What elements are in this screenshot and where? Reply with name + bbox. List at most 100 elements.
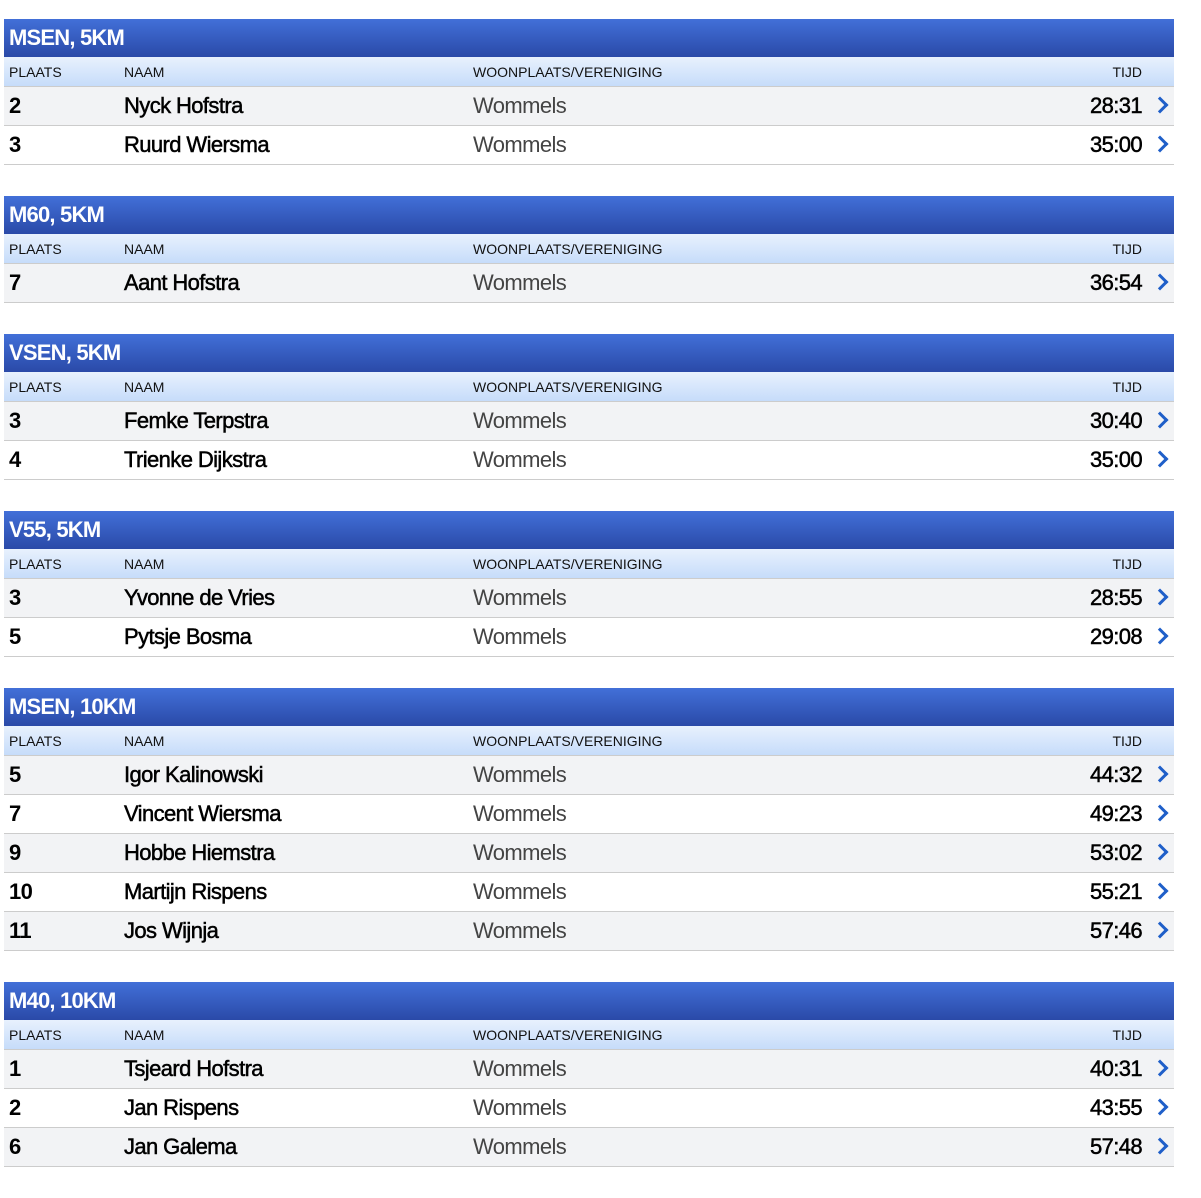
runner-name: Jan Galema — [124, 1134, 238, 1160]
result-row[interactable]: 3 Yvonne de Vries Wommels 28:55 — [4, 579, 1174, 618]
club: Wommels — [473, 585, 567, 610]
column-tijd: TIJD — [1112, 378, 1142, 395]
chevron-right-icon[interactable] — [1151, 804, 1169, 822]
club: Wommels — [473, 270, 567, 295]
place: 3 — [9, 408, 21, 433]
result-row[interactable]: 10 Martijn Rispens Wommels 55:21 — [4, 873, 1174, 912]
column-plaats: PLAATS — [9, 378, 62, 395]
time: 49:23 — [1089, 801, 1143, 827]
column-plaats: PLAATS — [9, 240, 62, 257]
column-tijd: TIJD — [1112, 240, 1142, 257]
category-section: M40, 10KM PLAATS NAAM WOONPLAATS/VERENIG… — [4, 982, 1174, 1167]
runner-name: Ruurd Wiersma — [124, 132, 270, 158]
result-row[interactable]: 6 Jan Galema Wommels 57:48 — [4, 1128, 1174, 1167]
result-row[interactable]: 2 Jan Rispens Wommels 43:55 — [4, 1089, 1174, 1128]
category-title: M60, 5KM — [4, 196, 1174, 234]
runner-name: Jan Rispens — [124, 1095, 240, 1121]
category-section: V55, 5KM PLAATS NAAM WOONPLAATS/VERENIGI… — [4, 511, 1174, 657]
runner-name: Femke Terpstra — [124, 408, 269, 434]
chevron-right-icon[interactable] — [1151, 1098, 1169, 1116]
place: 5 — [9, 762, 21, 787]
club: Wommels — [473, 762, 567, 787]
place: 6 — [9, 1134, 21, 1159]
time: 28:31 — [1089, 93, 1143, 119]
club: Wommels — [473, 93, 567, 118]
chevron-right-icon[interactable] — [1151, 450, 1169, 468]
result-row[interactable]: 3 Femke Terpstra Wommels 30:40 — [4, 402, 1174, 441]
club: Wommels — [473, 918, 567, 943]
time: 53:02 — [1089, 840, 1143, 866]
chevron-right-icon[interactable] — [1151, 1137, 1169, 1155]
time: 55:21 — [1089, 879, 1143, 905]
place: 4 — [9, 447, 21, 472]
result-row[interactable]: 3 Ruurd Wiersma Wommels 35:00 — [4, 126, 1174, 165]
column-naam: NAAM — [124, 378, 165, 395]
result-row[interactable]: 9 Hobbe Hiemstra Wommels 53:02 — [4, 834, 1174, 873]
column-header-row: PLAATS NAAM WOONPLAATS/VERENIGING TIJD — [4, 234, 1174, 264]
chevron-right-icon[interactable] — [1151, 627, 1169, 645]
column-tijd: TIJD — [1112, 555, 1142, 572]
place: 5 — [9, 624, 21, 649]
place: 2 — [9, 93, 21, 118]
category-section: M60, 5KM PLAATS NAAM WOONPLAATS/VERENIGI… — [4, 196, 1174, 303]
runner-name: Hobbe Hiemstra — [124, 840, 276, 866]
result-row[interactable]: 1 Tsjeard Hofstra Wommels 40:31 — [4, 1050, 1174, 1089]
column-tijd: TIJD — [1112, 1026, 1142, 1043]
column-plaats: PLAATS — [9, 1026, 62, 1043]
column-naam: NAAM — [124, 240, 165, 257]
chevron-right-icon[interactable] — [1151, 1059, 1169, 1077]
result-row[interactable]: 7 Aant Hofstra Wommels 36:54 — [4, 264, 1174, 303]
column-naam: NAAM — [124, 63, 165, 80]
category-section: VSEN, 5KM PLAATS NAAM WOONPLAATS/VERENIG… — [4, 334, 1174, 480]
runner-name: Vincent Wiersma — [124, 801, 282, 827]
time: 35:00 — [1089, 447, 1143, 473]
column-header-row: PLAATS NAAM WOONPLAATS/VERENIGING TIJD — [4, 1020, 1174, 1050]
column-woonplaats: WOONPLAATS/VERENIGING — [473, 240, 663, 257]
chevron-right-icon[interactable] — [1151, 273, 1169, 291]
club: Wommels — [473, 132, 567, 157]
column-woonplaats: WOONPLAATS/VERENIGING — [473, 378, 663, 395]
result-row[interactable]: 2 Nyck Hofstra Wommels 28:31 — [4, 87, 1174, 126]
chevron-right-icon[interactable] — [1151, 765, 1169, 783]
column-woonplaats: WOONPLAATS/VERENIGING — [473, 555, 663, 572]
result-row[interactable]: 4 Trienke Dijkstra Wommels 35:00 — [4, 441, 1174, 480]
chevron-right-icon[interactable] — [1151, 843, 1169, 861]
column-header-row: PLAATS NAAM WOONPLAATS/VERENIGING TIJD — [4, 726, 1174, 756]
runner-name: Martijn Rispens — [124, 879, 268, 905]
chevron-right-icon[interactable] — [1151, 411, 1169, 429]
column-woonplaats: WOONPLAATS/VERENIGING — [473, 63, 663, 80]
result-row[interactable]: 5 Igor Kalinowski Wommels 44:32 — [4, 756, 1174, 795]
place: 1 — [9, 1056, 21, 1081]
time: 30:40 — [1089, 408, 1143, 434]
column-plaats: PLAATS — [9, 732, 62, 749]
chevron-right-icon[interactable] — [1151, 921, 1169, 939]
column-header-row: PLAATS NAAM WOONPLAATS/VERENIGING TIJD — [4, 57, 1174, 87]
result-row[interactable]: 11 Jos Wijnja Wommels 57:46 — [4, 912, 1174, 951]
time: 36:54 — [1089, 270, 1143, 296]
runner-name: Trienke Dijkstra — [124, 447, 268, 473]
category-section: MSEN, 5KM PLAATS NAAM WOONPLAATS/VERENIG… — [4, 19, 1174, 165]
chevron-right-icon[interactable] — [1151, 135, 1169, 153]
runner-name: Jos Wijnja — [124, 918, 219, 944]
club: Wommels — [473, 447, 567, 472]
column-plaats: PLAATS — [9, 63, 62, 80]
column-header-row: PLAATS NAAM WOONPLAATS/VERENIGING TIJD — [4, 372, 1174, 402]
result-row[interactable]: 5 Pytsje Bosma Wommels 29:08 — [4, 618, 1174, 657]
club: Wommels — [473, 1095, 567, 1120]
runner-name: Tsjeard Hofstra — [124, 1056, 264, 1082]
place: 9 — [9, 840, 21, 865]
category-title: V55, 5KM — [4, 511, 1174, 549]
category-title: MSEN, 10KM — [4, 688, 1174, 726]
chevron-right-icon[interactable] — [1151, 882, 1169, 900]
place: 7 — [9, 801, 21, 826]
club: Wommels — [473, 840, 567, 865]
chevron-right-icon[interactable] — [1151, 588, 1169, 606]
result-row[interactable]: 7 Vincent Wiersma Wommels 49:23 — [4, 795, 1174, 834]
time: 28:55 — [1089, 585, 1143, 611]
place: 7 — [9, 270, 21, 295]
column-naam: NAAM — [124, 555, 165, 572]
chevron-right-icon[interactable] — [1151, 96, 1169, 114]
time: 44:32 — [1089, 762, 1143, 788]
time: 40:31 — [1089, 1056, 1143, 1082]
column-tijd: TIJD — [1112, 732, 1142, 749]
